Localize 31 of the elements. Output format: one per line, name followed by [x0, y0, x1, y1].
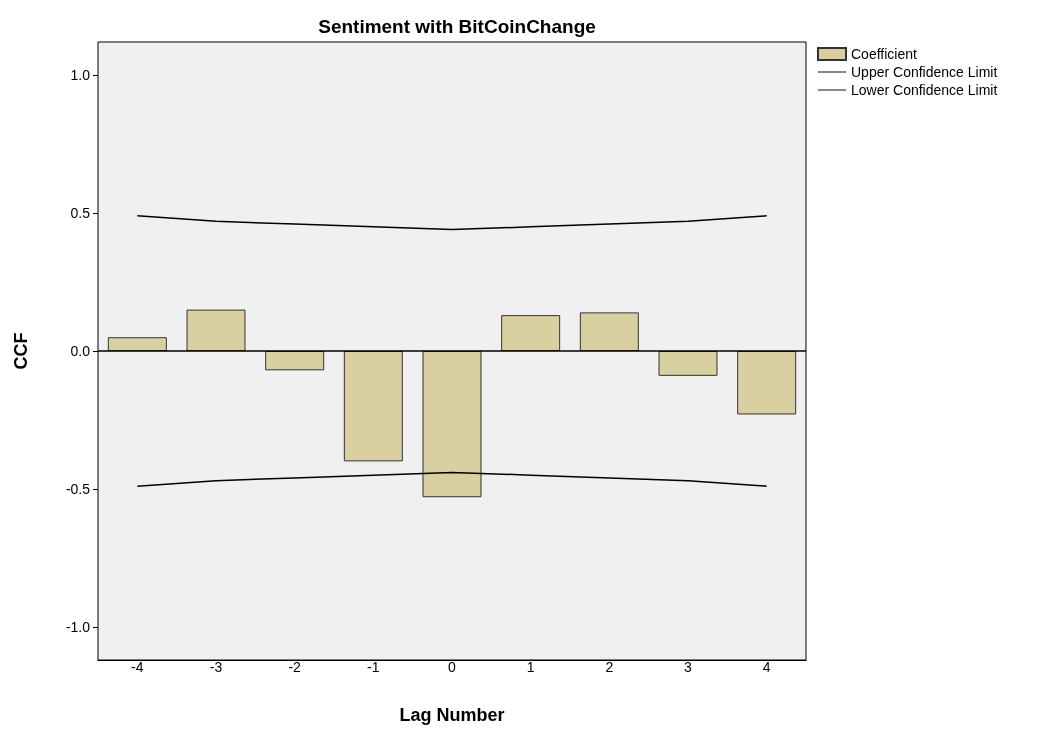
- x-tick-label: 0: [448, 659, 457, 675]
- line-series: [136, 215, 768, 231]
- x-tick-label: 4: [762, 659, 771, 675]
- bar: [658, 351, 718, 376]
- x-tick-label: -1: [367, 659, 380, 675]
- x-tick-label: -4: [131, 659, 144, 675]
- x-tick-label: 2: [605, 659, 614, 675]
- bar: [501, 315, 561, 351]
- y-tick-label: 0.0: [70, 343, 91, 359]
- bar: [737, 351, 797, 415]
- x-axis-title: Lag Number: [399, 705, 505, 725]
- y-tick-label: 1.0: [70, 67, 91, 84]
- chart-title: Sentiment with BitCoinChange: [318, 16, 596, 37]
- bar: [579, 312, 639, 351]
- x-tick-label: 1: [526, 659, 535, 675]
- legend-label: Coefficient: [851, 46, 917, 62]
- y-tick-label: 0.5: [70, 205, 91, 222]
- bar: [343, 351, 403, 462]
- y-axis-title: CCF: [11, 332, 31, 370]
- bar: [265, 351, 325, 371]
- x-tick-label: 3: [684, 659, 693, 675]
- y-tick-label: -0.5: [65, 480, 91, 497]
- bar: [107, 337, 167, 351]
- x-tick-label: -2: [288, 659, 302, 675]
- legend-label: Lower Confidence Limit: [851, 82, 998, 98]
- line-series: [136, 471, 768, 487]
- bar: [422, 351, 482, 498]
- y-tick-label: -1.0: [65, 618, 91, 635]
- legend-label: Upper Confidence Limit: [851, 64, 998, 80]
- x-tick-label: -3: [209, 659, 223, 675]
- bar: [186, 309, 246, 351]
